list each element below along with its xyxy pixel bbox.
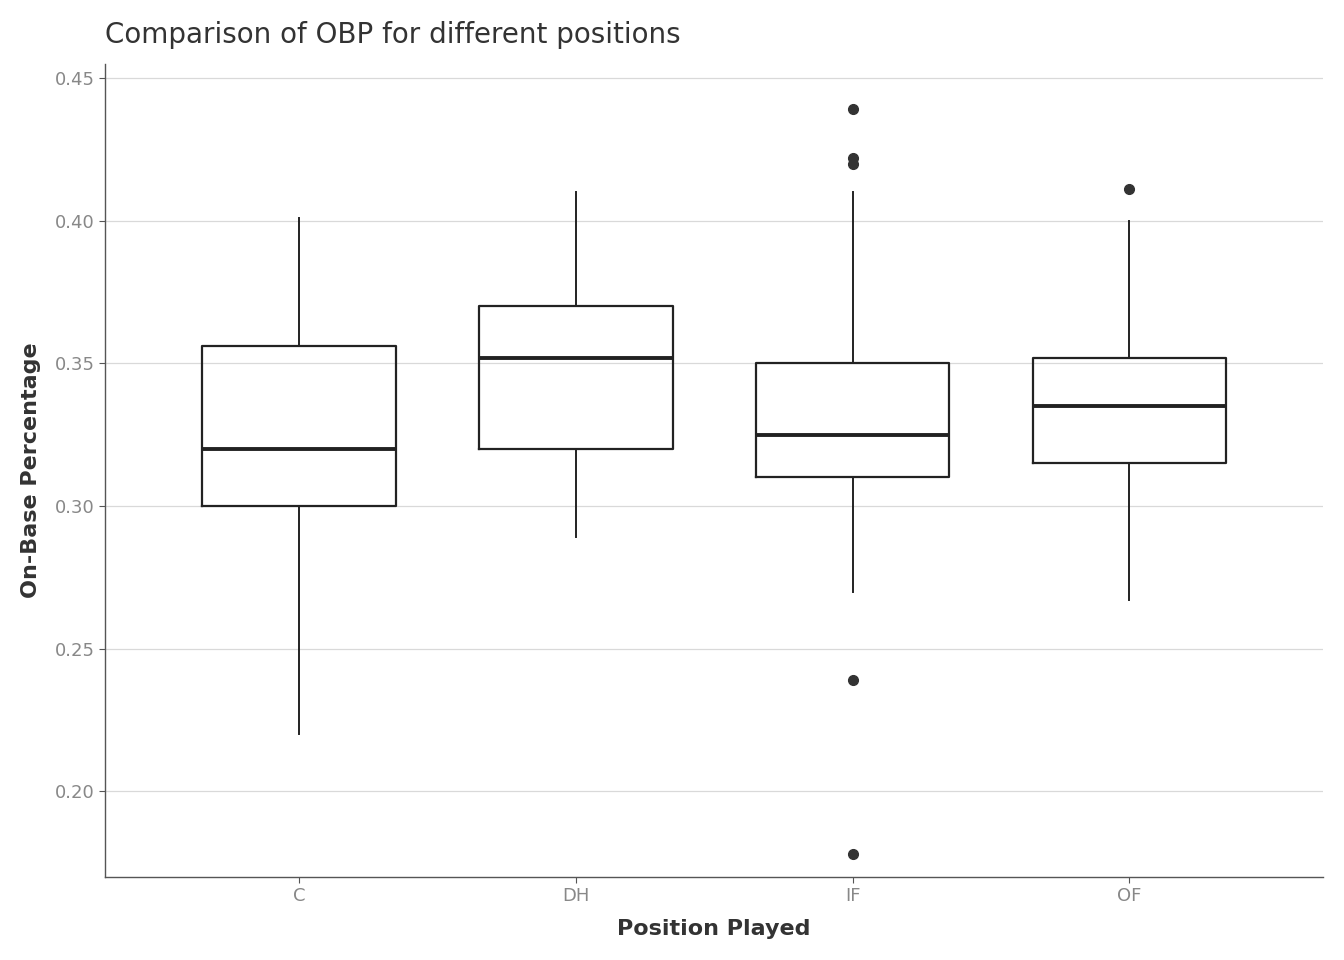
X-axis label: Position Played: Position Played (617, 919, 810, 939)
Text: Comparison of OBP for different positions: Comparison of OBP for different position… (105, 21, 681, 49)
Y-axis label: On-Base Percentage: On-Base Percentage (22, 343, 40, 598)
